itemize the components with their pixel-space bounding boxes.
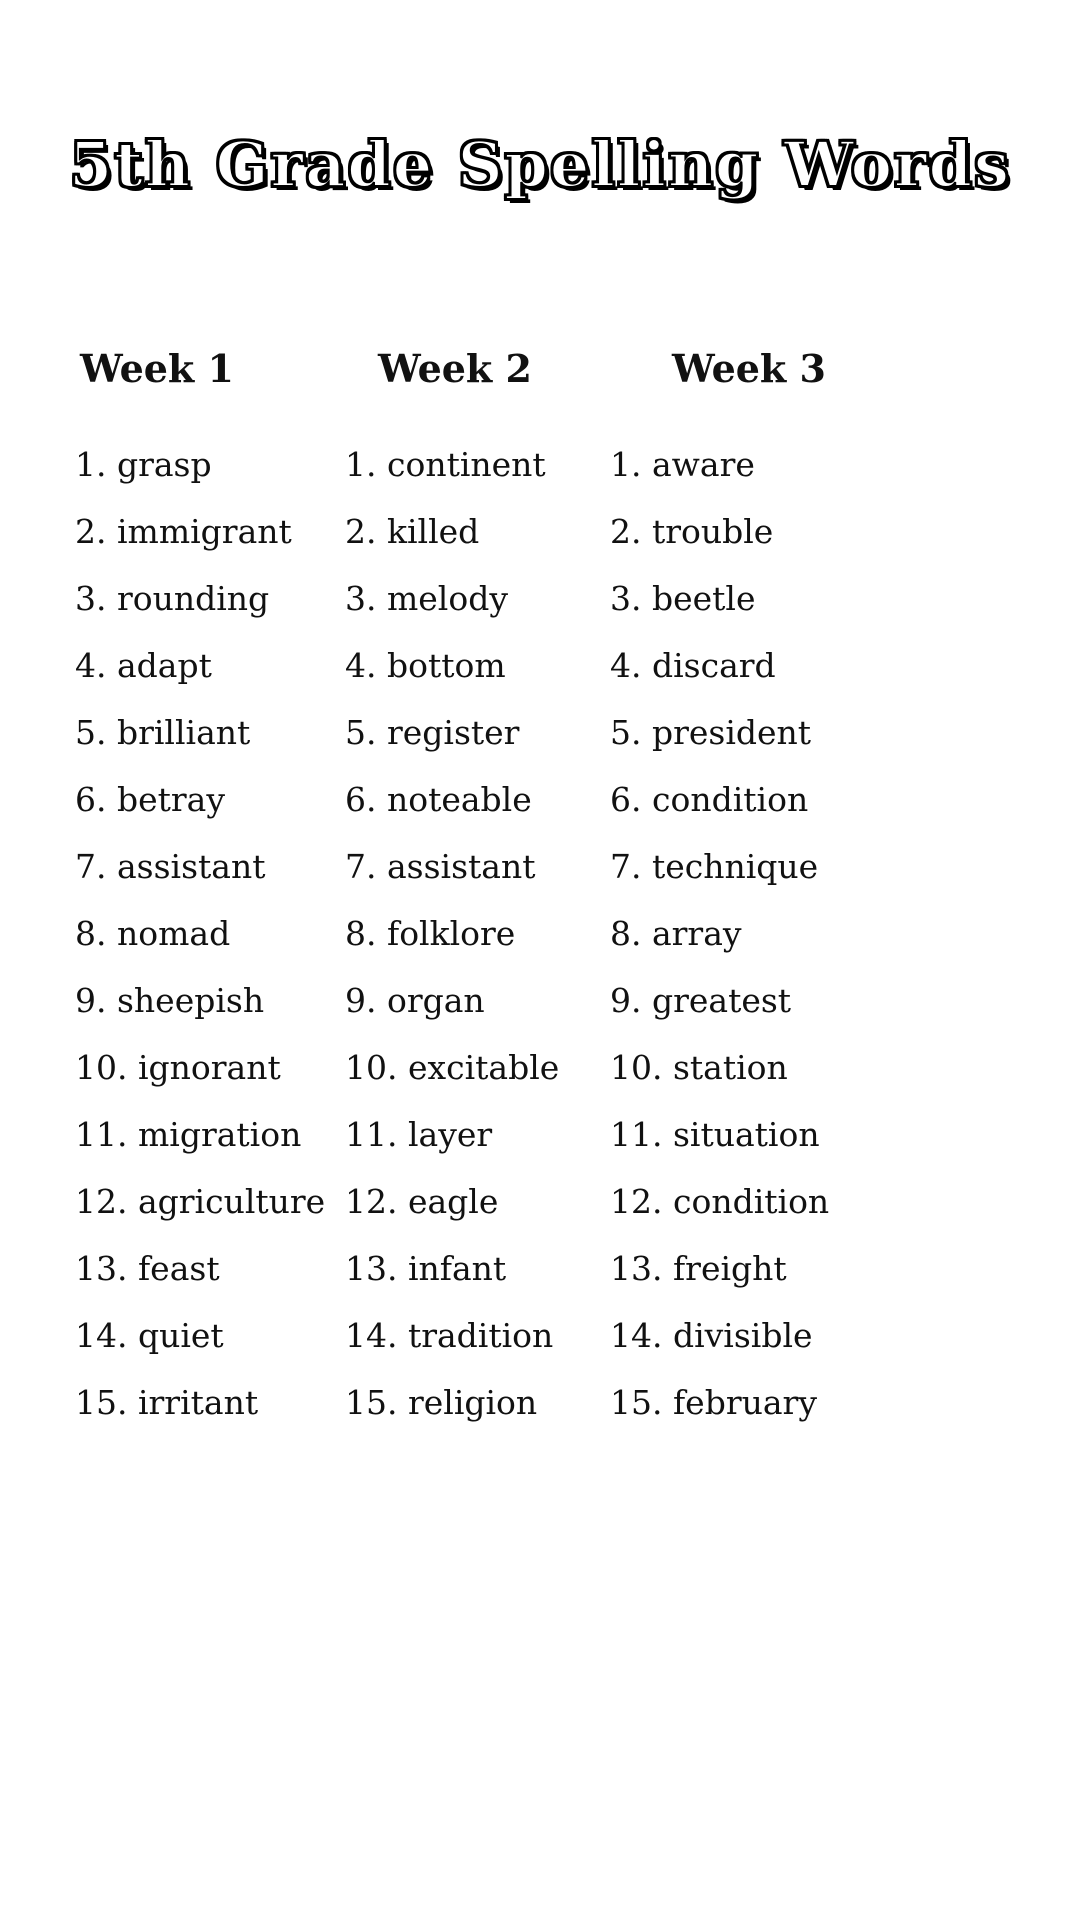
spelling-word: 14. tradition	[345, 1316, 554, 1356]
spelling-word: 15. religion	[345, 1383, 538, 1423]
spelling-word: 9. organ	[345, 981, 485, 1021]
spelling-word: 11. situation	[610, 1115, 820, 1155]
spelling-word: 5. register	[345, 713, 520, 753]
spelling-word: 7. technique	[610, 847, 819, 887]
spelling-word: 14. divisible	[610, 1316, 813, 1356]
spelling-word: 15. irritant	[75, 1383, 259, 1423]
week-3-header: Week 3	[672, 346, 826, 392]
spelling-word: 3. beetle	[610, 579, 756, 619]
week-2-word-list: 1. continent 2. killed 3. melody 4. bott…	[345, 431, 610, 1436]
spelling-word: 5. brilliant	[75, 713, 251, 753]
spelling-word: 12. eagle	[345, 1182, 499, 1222]
spelling-word: 1. aware	[610, 445, 755, 485]
spelling-word: 4. discard	[610, 646, 776, 686]
spelling-word: 3. melody	[345, 579, 508, 619]
spelling-word: 2. immigrant	[75, 512, 292, 552]
spelling-word: 6. noteable	[345, 780, 532, 820]
spelling-word: 13. infant	[345, 1249, 507, 1289]
week-1-word-list: 1. grasp 2. immigrant 3. rounding 4. ada…	[75, 431, 345, 1436]
spelling-word: 13. feast	[75, 1249, 220, 1289]
spelling-word: 14. quiet	[75, 1316, 224, 1356]
week-column-3: Week 3 1. aware 2. trouble 3. beetle 4. …	[610, 347, 910, 1436]
spelling-word: 12. agriculture	[75, 1182, 326, 1222]
week-1-header: Week 1	[80, 346, 234, 392]
week-3-word-list: 1. aware 2. trouble 3. beetle 4. discard…	[610, 431, 910, 1436]
spelling-word: 10. ignorant	[75, 1048, 281, 1088]
spelling-word: 2. killed	[345, 512, 480, 552]
spelling-word: 6. condition	[610, 780, 809, 820]
spelling-word: 6. betray	[75, 780, 225, 820]
spelling-word: 1. continent	[345, 445, 546, 485]
spelling-word: 8. array	[610, 914, 742, 954]
spelling-word: 9. greatest	[610, 981, 792, 1021]
spelling-word: 9. sheepish	[75, 981, 265, 1021]
spelling-columns: Week 1 1. grasp 2. immigrant 3. rounding…	[0, 347, 1080, 1436]
spelling-word: 7. assistant	[345, 847, 536, 887]
spelling-word: 7. assistant	[75, 847, 266, 887]
week-2-header: Week 2	[378, 346, 532, 392]
spelling-word: 1. grasp	[75, 445, 212, 485]
week-column-1: Week 1 1. grasp 2. immigrant 3. rounding…	[75, 347, 345, 1436]
page-title: 5th Grade Spelling Words	[68, 127, 1011, 202]
spelling-word: 4. adapt	[75, 646, 212, 686]
spelling-word: 11. layer	[345, 1115, 493, 1155]
spelling-word: 8. nomad	[75, 914, 231, 954]
spelling-word: 10. station	[610, 1048, 788, 1088]
spelling-word: 10. excitable	[345, 1048, 560, 1088]
week-column-2: Week 2 1. continent 2. killed 3. melody …	[345, 347, 610, 1436]
spelling-word: 3. rounding	[75, 579, 270, 619]
spelling-word: 5. president	[610, 713, 812, 753]
spelling-word: 2. trouble	[610, 512, 774, 552]
spelling-word: 13. freight	[610, 1249, 787, 1289]
spelling-word: 15. february	[610, 1383, 817, 1423]
spelling-word: 4. bottom	[345, 646, 506, 686]
spelling-word: 12. condition	[610, 1182, 830, 1222]
spelling-word: 11. migration	[75, 1115, 302, 1155]
spelling-word: 8. folklore	[345, 914, 516, 954]
